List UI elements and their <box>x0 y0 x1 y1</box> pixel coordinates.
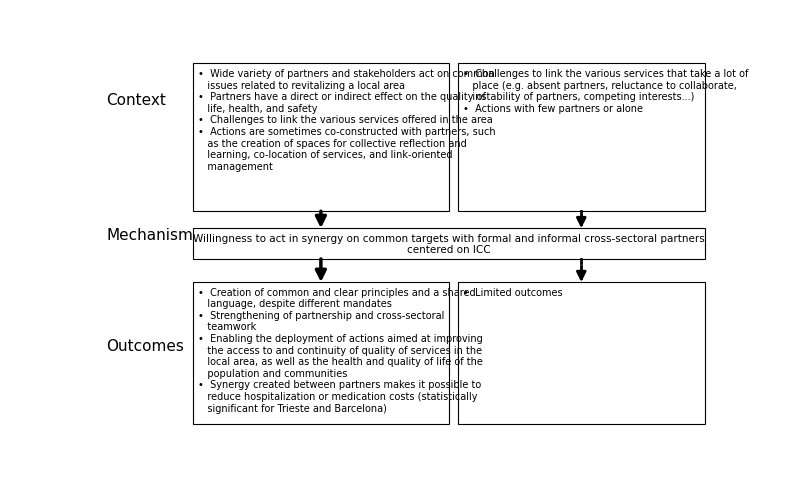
Bar <box>193 228 705 259</box>
Text: Context: Context <box>106 93 166 108</box>
Bar <box>458 283 705 424</box>
Text: •  Challenges to link the various services that take a lot of
   place (e.g. abs: • Challenges to link the various service… <box>463 69 749 114</box>
Text: Mechanism: Mechanism <box>106 227 193 242</box>
Bar <box>458 64 705 212</box>
Text: •  Creation of common and clear principles and a shared
   language, despite dif: • Creation of common and clear principle… <box>198 287 483 413</box>
Bar <box>193 283 449 424</box>
Bar <box>193 64 449 212</box>
Text: Willingness to act in synergy on common targets with formal and informal cross-s: Willingness to act in synergy on common … <box>193 233 705 255</box>
Text: •  Wide variety of partners and stakeholders act on common
   issues related to : • Wide variety of partners and stakehold… <box>198 69 496 171</box>
Text: •  Limited outcomes: • Limited outcomes <box>463 287 563 297</box>
Text: Outcomes: Outcomes <box>106 339 184 354</box>
